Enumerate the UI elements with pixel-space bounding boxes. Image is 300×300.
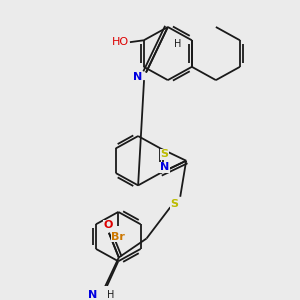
Text: S: S [170,199,178,209]
Text: N: N [134,72,143,82]
Text: N: N [160,162,169,172]
Text: S: S [160,149,168,159]
Text: H: H [174,39,182,49]
Text: HO: HO [112,37,129,47]
Text: H: H [107,290,115,300]
Text: N: N [88,290,98,300]
Text: O: O [103,220,112,230]
Text: Br: Br [111,232,125,242]
